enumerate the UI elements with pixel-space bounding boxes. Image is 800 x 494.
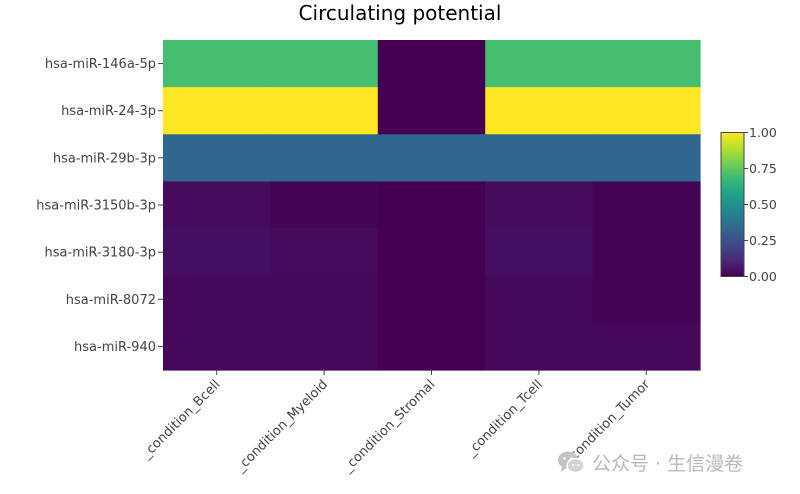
heatmap-cell: [163, 322, 271, 371]
heatmap-cell: [592, 134, 701, 183]
heatmap-cell: [377, 275, 486, 324]
heatmap-cell: [592, 40, 701, 88]
y-tick-label: hsa-miR-146a-5p: [45, 57, 156, 72]
heatmap-cell: [485, 181, 594, 230]
heatmap-cell: [377, 322, 486, 371]
heatmap-cell: [485, 322, 594, 371]
x-tick-label: _condition_Tcell: [463, 377, 546, 460]
heatmap-cell: [592, 228, 701, 277]
heatmap-cell: [270, 87, 379, 135]
heatmap-cell: [485, 275, 594, 324]
heatmap-cell: [485, 134, 594, 183]
colorbar-tick-label: 0.50: [749, 197, 777, 212]
heatmap-cell: [270, 134, 379, 183]
y-tick-label: hsa-miR-3150b-3p: [36, 199, 156, 214]
heatmap-cell: [163, 181, 271, 230]
heatmap-cell: [592, 87, 701, 135]
x-tick-label: _condition_Myeloid: [232, 377, 331, 476]
x-tick-label: _condition_Stromal: [340, 377, 439, 476]
heatmap-cell: [377, 228, 486, 277]
y-tick-label: hsa-miR-29b-3p: [53, 151, 156, 166]
heatmap-cell: [485, 228, 594, 277]
y-tick-label: hsa-miR-940: [74, 340, 156, 355]
x-tick-label: _condition_Bcell: [138, 377, 223, 462]
heatmap-cell: [592, 275, 701, 324]
y-tick-label: hsa-miR-24-3p: [61, 104, 156, 119]
colorbar-tick-label: 0.00: [749, 269, 777, 284]
heatmap-cell: [377, 134, 486, 183]
chart-title: Circulating potential: [299, 1, 502, 25]
colorbar-tick-label: 0.75: [749, 161, 777, 176]
heatmap-cell: [163, 134, 271, 183]
heatmap-cell: [377, 181, 486, 230]
heatmap-cell: [270, 181, 379, 230]
heatmap-cell: [163, 228, 271, 277]
heatmap-cell: [592, 181, 701, 230]
heatmap-cell: [163, 87, 271, 135]
colorbar-gradient: [720, 132, 745, 277]
heatmap-cell: [377, 87, 486, 135]
heatmap-cell: [377, 40, 486, 88]
heatmap-cell: [270, 322, 379, 371]
heatmap-cells: [163, 40, 701, 371]
colorbar-ticks: 0.00 0.25 0.50 0.75 1.00: [744, 125, 777, 284]
heatmap-cell: [485, 87, 594, 135]
y-tick-label: hsa-miR-3180-3p: [45, 246, 156, 261]
colorbar: 0.00 0.25 0.50 0.75 1.00: [720, 125, 777, 284]
heatmap-cell: [163, 40, 271, 88]
heatmap-cell: [592, 322, 701, 371]
heatmap-cell: [270, 275, 379, 324]
y-axis-ticks: hsa-miR-146a-5p hsa-miR-24-3p hsa-miR-29b-…: [36, 57, 163, 355]
colorbar-tick-label: 0.25: [749, 233, 777, 248]
heatmap-cell: [163, 275, 271, 324]
colorbar-tick-label: 1.00: [749, 125, 777, 140]
watermark-text: 公众号 · 生信漫卷: [592, 452, 744, 475]
heatmap-cell: [270, 40, 379, 88]
heatmap-cell: [270, 228, 379, 277]
wechat-icon: [558, 451, 585, 474]
watermark: 公众号 · 生信漫卷: [556, 446, 743, 478]
heatmap-cell: [485, 40, 594, 88]
y-tick-label: hsa-miR-8072: [66, 293, 156, 308]
